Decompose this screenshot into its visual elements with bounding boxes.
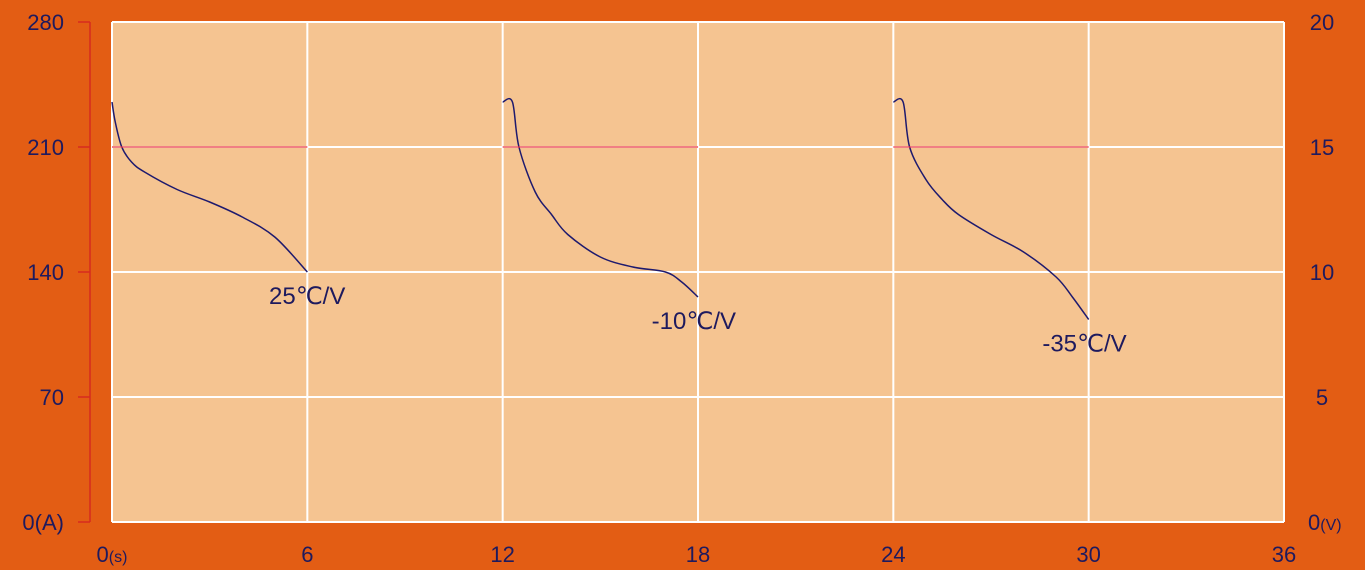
x-tick-label: 24 xyxy=(881,542,905,567)
x-unit-label: (s) xyxy=(109,549,128,566)
y-right-unit-label: (V) xyxy=(1320,517,1341,534)
curve-label-2: -35℃/V xyxy=(1042,331,1126,358)
tick-labels: 0(s) 6 12 18 24 30 36 0(A) 70 140 210 280 0(V) 5 10 15 2… xyxy=(22,10,1341,567)
x-tick-label: 18 xyxy=(686,542,710,567)
x-tick-label: 30 xyxy=(1076,542,1100,567)
y-right-tick-label: 20 xyxy=(1310,10,1334,35)
curve-label-0: 25℃/V xyxy=(269,283,345,310)
y-left-tick-label: 70 xyxy=(40,385,64,410)
x-tick-label: 6 xyxy=(301,542,313,567)
y-right-tick-label: 15 xyxy=(1310,135,1334,160)
voltage-curve-0 xyxy=(111,101,308,273)
y-left-tick-label: 140 xyxy=(27,260,64,285)
y-right-tick-label: 0(V) xyxy=(1308,510,1342,535)
series-group xyxy=(111,97,1090,320)
x-tick-label: 0(s) xyxy=(97,542,128,567)
y-right-tick-label: 5 xyxy=(1316,385,1328,410)
curve-label-1: -10℃/V xyxy=(652,308,736,335)
y-left-tick-label: 280 xyxy=(27,10,64,35)
voltage-curve-1 xyxy=(502,97,699,298)
y-left-unit-label: (A) xyxy=(35,510,64,535)
x-tick-label: 12 xyxy=(490,542,514,567)
curve-labels: 25℃/V -10℃/V -35℃/V xyxy=(269,283,1127,358)
left-axis xyxy=(78,21,91,523)
x-tick-label: 36 xyxy=(1272,542,1296,567)
y-left-tick-label: 210 xyxy=(27,135,64,160)
y-left-tick-label: 0(A) xyxy=(22,510,64,535)
y-right-tick-label: 10 xyxy=(1310,260,1334,285)
voltage-curve-2 xyxy=(893,97,1090,320)
